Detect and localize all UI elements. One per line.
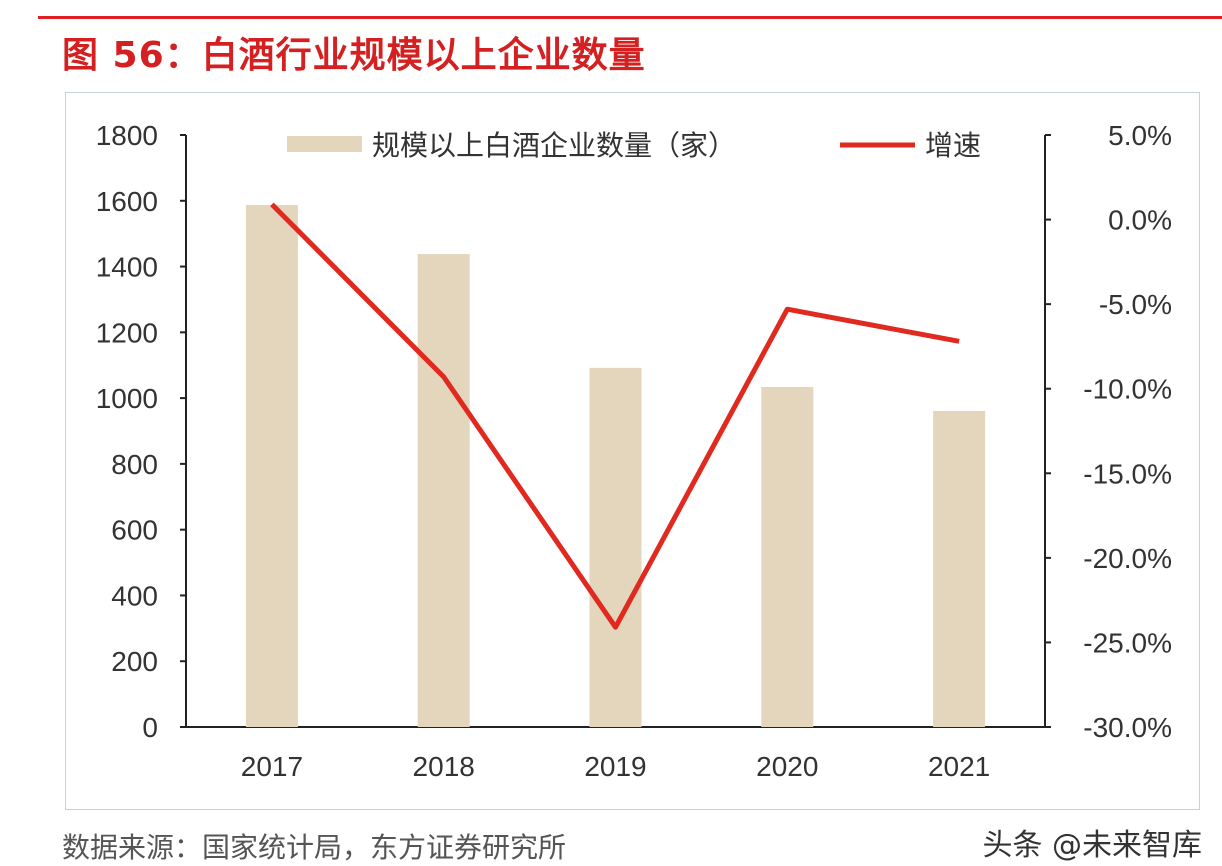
bar-2020 — [761, 386, 814, 727]
bar-2019 — [589, 367, 642, 727]
watermark: 头条 @未来智库 — [982, 828, 1202, 863]
x-tick-label: 2018 — [413, 751, 475, 782]
right-tick-label: -5.0% — [1099, 289, 1172, 320]
source-note: 数据来源：国家统计局，东方证券研究所 — [62, 831, 567, 864]
x-tick-label: 2021 — [928, 751, 990, 782]
right-tick-label: 5.0% — [1108, 120, 1172, 151]
legend-line-label: 增速 — [925, 130, 981, 161]
x-tick-label: 2020 — [756, 751, 818, 782]
left-tick-label: 0 — [142, 712, 158, 743]
left-tick-label: 1200 — [96, 317, 158, 348]
x-tick-label: 2019 — [584, 751, 646, 782]
chart-frame — [65, 92, 1200, 810]
legend-bar-label: 规模以上白酒企业数量（家） — [372, 130, 736, 161]
right-tick-label: 0.0% — [1108, 205, 1172, 236]
left-tick-label: 1000 — [96, 383, 158, 414]
left-tick-label: 1800 — [96, 120, 158, 151]
right-tick-label: -15.0% — [1083, 458, 1172, 489]
left-tick-label: 600 — [111, 515, 158, 546]
x-tick-label: 2017 — [241, 751, 303, 782]
bar-2018 — [417, 254, 470, 727]
left-tick-label: 400 — [111, 580, 158, 611]
right-tick-label: -20.0% — [1083, 543, 1172, 574]
title-rule — [38, 16, 1222, 19]
chart-title: 图 56：白酒行业规模以上企业数量 — [62, 35, 646, 76]
left-tick-label: 1400 — [96, 252, 158, 283]
left-tick-label: 1600 — [96, 186, 158, 217]
bar-2021 — [933, 410, 986, 727]
left-tick-label: 200 — [111, 646, 158, 677]
right-tick-label: -30.0% — [1083, 712, 1172, 743]
left-tick-label: 800 — [111, 449, 158, 480]
right-tick-label: -25.0% — [1083, 627, 1172, 658]
bar-2017 — [245, 205, 298, 727]
legend-bar-swatch — [287, 136, 362, 152]
right-tick-label: -10.0% — [1083, 374, 1172, 405]
